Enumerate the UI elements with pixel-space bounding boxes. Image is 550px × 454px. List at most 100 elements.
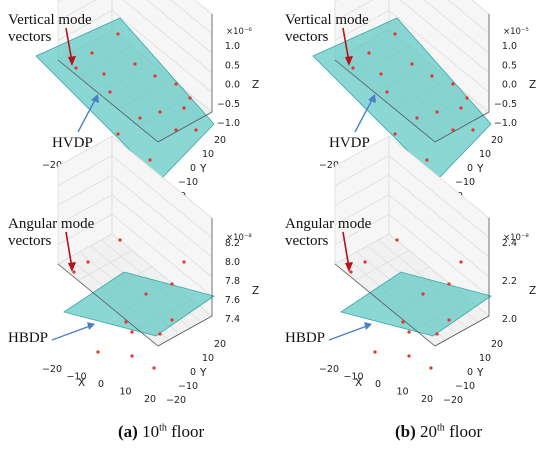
panel-b-angular: −20−1001020X20100−10−20Y2.42.22.0Z×10⁻⁸A… (285, 135, 536, 406)
red-arrow-shaft (342, 27, 350, 63)
z-tick-label: 2.0 (502, 314, 517, 325)
z-tick-label: −0.5 (217, 99, 240, 110)
z-tick-label: 2.4 (502, 238, 517, 249)
plane-surface (63, 271, 215, 337)
y-tick-label: 10 (202, 353, 214, 364)
mode-vector-point (367, 51, 371, 55)
red-arrow-head (68, 262, 76, 272)
x-axis-line (334, 263, 436, 347)
mode-vector-point (415, 116, 419, 120)
grid-line (334, 9, 490, 93)
caption-b-tag: (b) (395, 422, 416, 441)
grid-line (334, 213, 490, 297)
caption-a: (a) 10th floor (118, 422, 204, 442)
mode-vector-point (174, 82, 178, 86)
mode-vector-point (118, 238, 122, 242)
y-tick-label: −10 (178, 177, 198, 188)
z-tick-label: 2.2 (502, 276, 517, 287)
y-axis-label: Y (476, 163, 484, 175)
blue-arrow-head (91, 94, 99, 103)
mode-vector-point (152, 366, 156, 370)
mode-vector-point (138, 116, 142, 120)
z-tick-label: −0.5 (494, 99, 517, 110)
y-tick-label: 20 (214, 339, 226, 350)
mode-vector-point (153, 74, 157, 78)
mode-vector-point (425, 158, 429, 162)
grid-line (57, 155, 213, 238)
y-tick-label: −10 (178, 381, 198, 392)
z-scale-multiplier: ×10⁻⁸ (503, 233, 529, 243)
mode-vector-point (188, 96, 192, 100)
x-tick-label: 10 (396, 387, 408, 398)
z-tick-label: 0.5 (502, 60, 517, 71)
caption-a-number: 10 (142, 422, 160, 441)
grid-line (57, 9, 213, 93)
y-tick-label: −10 (455, 381, 475, 392)
red-arrow-shaft (342, 231, 350, 269)
mode-vector-point (401, 320, 405, 324)
z-tick-label: 7.8 (225, 276, 240, 287)
mode-vector-point (407, 354, 411, 358)
mode-vectors-label-line2: vectors (285, 29, 328, 45)
blue-arrow-head (87, 322, 95, 330)
grid-line (334, 0, 490, 74)
blue-arrow-shaft (328, 325, 368, 341)
x-tick-label: −20 (319, 364, 339, 375)
blue-arrow-shaft (77, 97, 97, 133)
y-tick-label: 20 (491, 135, 503, 146)
mode-vector-point (170, 282, 174, 286)
x-tick-label: −10 (66, 372, 86, 383)
mode-vector-point (393, 132, 397, 136)
z-tick-label: 8.2 (225, 238, 240, 249)
y-axis-line (434, 111, 490, 143)
z-tick-label: 7.6 (225, 295, 240, 306)
mode-vector-point (363, 260, 367, 264)
mode-vectors-label-line1: Vertical mode (8, 12, 92, 28)
mode-vector-point (144, 292, 148, 296)
grid-line (57, 194, 213, 278)
mode-vector-point (96, 350, 100, 354)
x-axis-line (57, 263, 159, 347)
caption-b-rest: floor (444, 422, 483, 441)
mode-vectors-label-line2: vectors (8, 233, 51, 249)
y-tick-label: −10 (455, 177, 475, 188)
caption-a-tag: (a) (118, 422, 138, 441)
mode-vector-point (430, 74, 434, 78)
z-axis-label: Z (252, 79, 259, 91)
y-tick-label: 10 (479, 353, 491, 364)
y-tick-label: 20 (491, 339, 503, 350)
mode-vector-point (148, 158, 152, 162)
mode-vector-point (116, 132, 120, 136)
mode-vector-point (421, 292, 425, 296)
panel-b-vertical: −20−1001020X20100−10−20Y1.00.50.0−0.5−1.… (285, 0, 536, 202)
mode-vectors-label-line2: vectors (285, 233, 328, 249)
mode-vector-point (385, 90, 389, 94)
mode-vectors-label-line2: vectors (8, 29, 51, 45)
mode-vector-point (429, 366, 433, 370)
grid-line (334, 0, 490, 54)
z-axis-label: Z (252, 285, 259, 297)
blue-arrow-head (364, 322, 372, 330)
mode-vector-point (108, 90, 112, 94)
caption-b-number: 20 (420, 422, 438, 441)
mode-vector-point (451, 128, 455, 132)
grid-line (447, 0, 490, 34)
z-tick-label: 7.4 (225, 314, 240, 325)
x-axis-line (334, 59, 436, 143)
grid-line (334, 155, 490, 238)
y-tick-label: 10 (479, 149, 491, 160)
y-tick-label: 10 (202, 149, 214, 160)
z-scale-multiplier: ×10⁻⁸ (226, 233, 252, 243)
x-tick-label: −20 (42, 160, 62, 171)
grid-line (334, 194, 490, 278)
mode-vector-point (447, 282, 451, 286)
mode-vector-point (451, 82, 455, 86)
mode-vector-point (124, 320, 128, 324)
plane-surface (340, 271, 492, 337)
mode-vectors-label-line1: Vertical mode (285, 12, 369, 28)
panel-a-vertical: −20−1001020X20100−10−20Y1.00.50.0−0.5−1.… (8, 0, 259, 202)
mode-vector-point (465, 96, 469, 100)
mode-vector-point (174, 128, 178, 132)
mode-vector-point (158, 332, 162, 336)
